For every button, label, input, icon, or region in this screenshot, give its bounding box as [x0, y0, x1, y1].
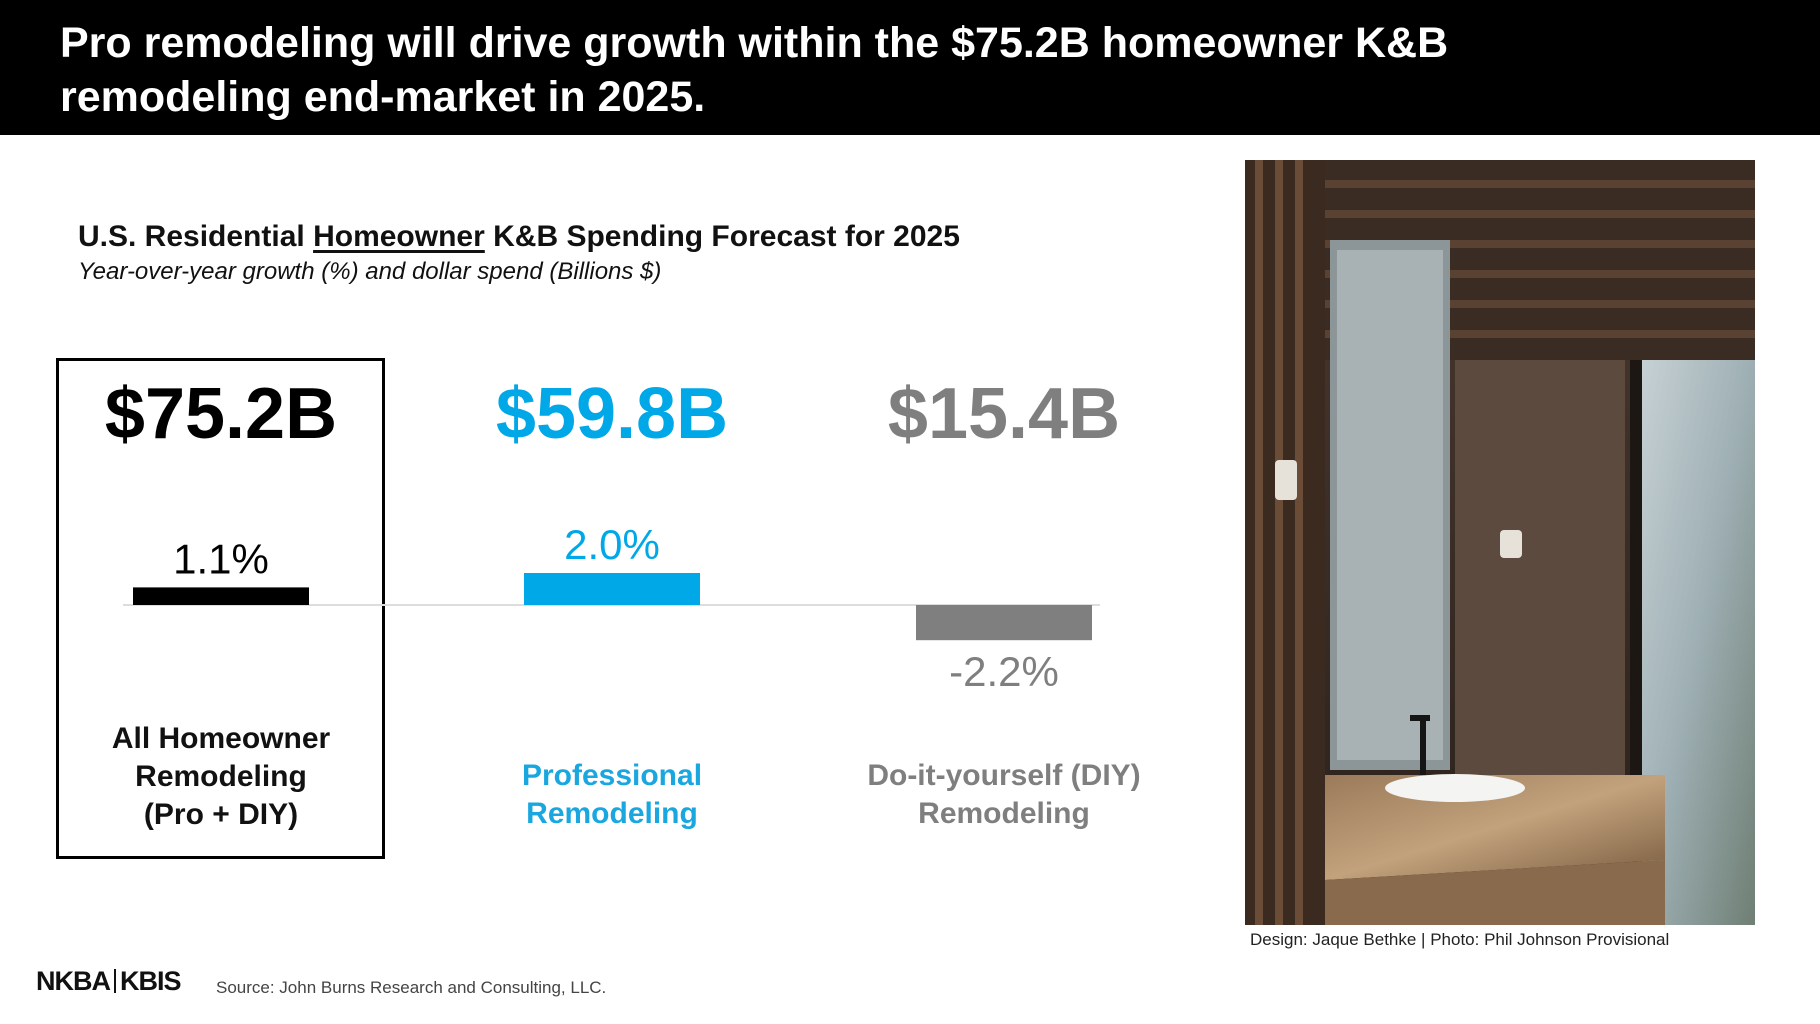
bar-2 [524, 573, 700, 605]
highlight-box [56, 358, 385, 859]
spend-label-3: $15.4B [888, 374, 1120, 454]
spend-label-1: $75.2B [105, 374, 337, 454]
source-note: Source: John Burns Research and Consulti… [216, 978, 607, 997]
chart-title-part-2: Homeowner [313, 220, 485, 253]
chart-subtitle: Year-over-year growth (%) and dollar spe… [78, 258, 662, 285]
bathroom-photo [1245, 160, 1755, 925]
slide-title: Pro remodeling will drive growth within … [60, 19, 1449, 121]
value-label-1: 1.1% [173, 535, 269, 582]
category-label-2-line-1: Professional [522, 759, 702, 792]
category-label-1-line-2: Remodeling [135, 760, 307, 793]
chart-title-part-1: U.S. Residential [78, 220, 314, 253]
header-bar: Pro remodeling will drive growth within … [0, 0, 1820, 135]
photo-credit: Design: Jaque Bethke | Photo: Phil Johns… [1250, 930, 1670, 949]
logo-nkba: NKBA [36, 966, 111, 996]
logo-divider [114, 969, 116, 993]
category-label-3-line-2: Remodeling [918, 797, 1090, 830]
category-label-1-line-1: All Homeowner [112, 722, 331, 755]
logo-kbis: KBIS [120, 966, 182, 996]
nkba-kbis-logo: NKBA KBIS [36, 966, 182, 997]
bar-1 [133, 587, 309, 605]
chart-title: U.S. Residential Homeowner K&B Spending … [78, 220, 960, 254]
category-label-2-line-2: Remodeling [526, 797, 698, 830]
category-label-3-line-1: Do-it-yourself (DIY) [867, 759, 1140, 792]
value-label-2: 2.0% [564, 521, 660, 568]
spending-bar-chart: $75.2B 1.1% All Homeowner Remodeling (Pro + … [105, 374, 1141, 831]
value-label-3: -2.2% [949, 648, 1059, 695]
bar-3 [916, 605, 1092, 641]
spend-label-2: $59.8B [496, 374, 728, 454]
chart-title-part-3: K&B Spending Forecast for 2025 [484, 220, 960, 253]
category-label-1-line-3: (Pro + DIY) [144, 798, 298, 831]
bathroom-photo-illustration [1245, 160, 1755, 925]
